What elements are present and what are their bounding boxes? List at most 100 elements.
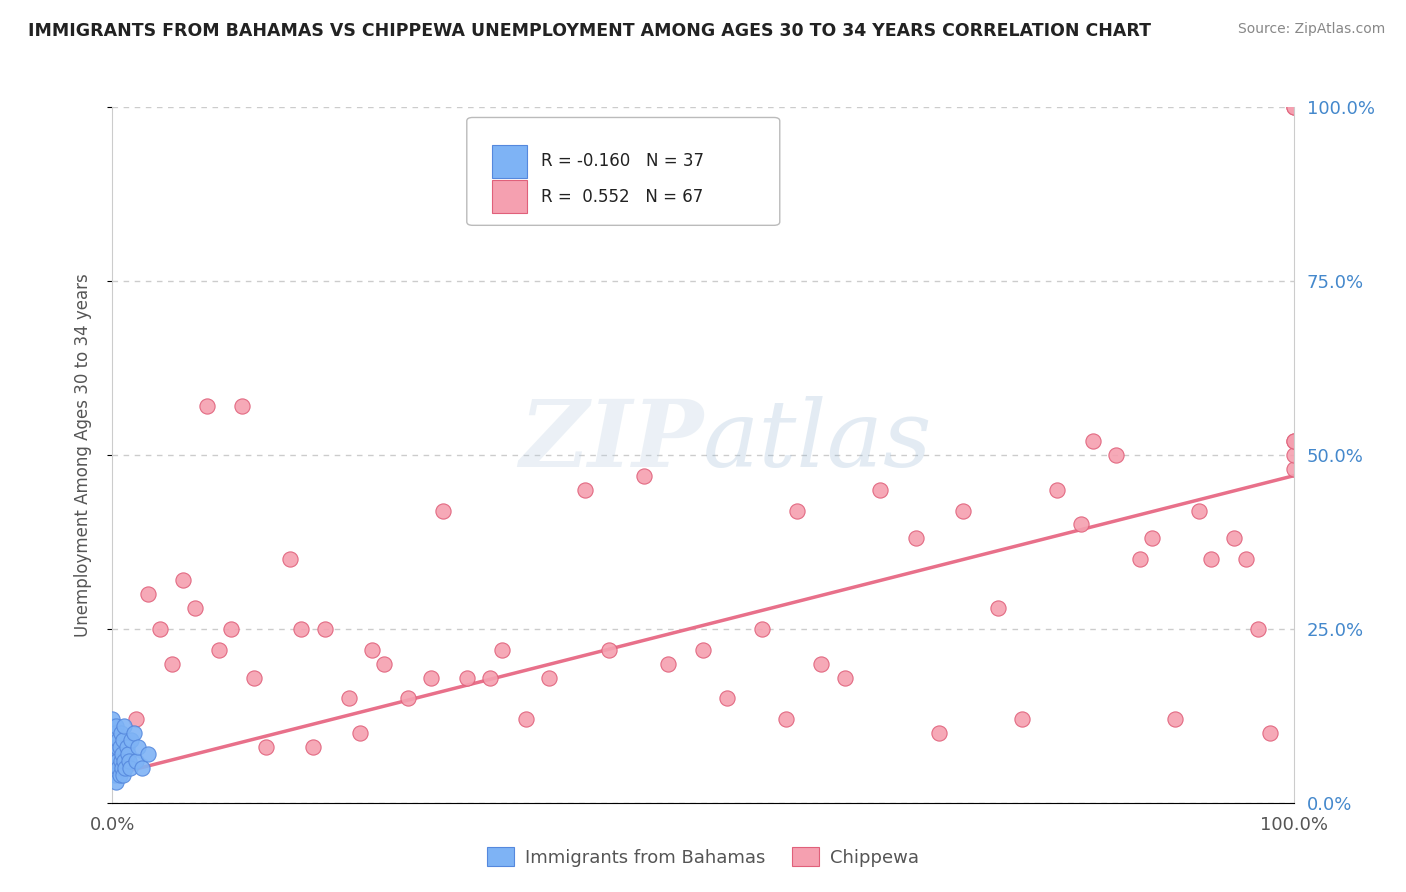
FancyBboxPatch shape xyxy=(492,180,527,213)
Point xyxy=(716,691,738,706)
Point xyxy=(1223,532,1246,546)
Point xyxy=(112,733,135,747)
Point xyxy=(810,657,832,671)
Point xyxy=(1188,503,1211,517)
Point xyxy=(633,468,655,483)
Point xyxy=(136,587,159,601)
Point xyxy=(479,671,502,685)
Point xyxy=(491,642,513,657)
Point xyxy=(928,726,950,740)
Point xyxy=(107,733,129,747)
FancyBboxPatch shape xyxy=(467,118,780,226)
Point xyxy=(373,657,395,671)
Point xyxy=(1164,712,1187,726)
Point xyxy=(195,399,218,413)
Point xyxy=(125,712,148,726)
Point xyxy=(112,768,135,782)
Point xyxy=(120,733,142,747)
Point xyxy=(114,761,136,775)
Y-axis label: Unemployment Among Ages 30 to 34 years: Unemployment Among Ages 30 to 34 years xyxy=(73,273,91,637)
Point xyxy=(574,483,596,497)
Point xyxy=(302,740,325,755)
Point xyxy=(149,622,172,636)
Point xyxy=(243,671,266,685)
Point xyxy=(112,719,135,733)
Point xyxy=(108,740,131,755)
Point xyxy=(987,601,1010,615)
Point xyxy=(1282,100,1305,114)
Legend: Immigrants from Bahamas, Chippewa: Immigrants from Bahamas, Chippewa xyxy=(479,840,927,874)
Point xyxy=(117,747,139,761)
Point xyxy=(1282,434,1305,448)
Point xyxy=(1282,462,1305,476)
Point xyxy=(1282,434,1305,448)
Point xyxy=(1070,517,1092,532)
Point xyxy=(254,740,277,755)
Point xyxy=(101,761,124,775)
Point xyxy=(1140,532,1163,546)
Point xyxy=(115,740,138,755)
Point xyxy=(122,726,145,740)
Point xyxy=(1081,434,1104,448)
Point xyxy=(131,761,153,775)
Point xyxy=(692,642,714,657)
Point xyxy=(104,726,127,740)
Point xyxy=(1199,552,1222,566)
Text: ZIP: ZIP xyxy=(519,396,703,486)
Point xyxy=(231,399,253,413)
Point xyxy=(515,712,537,726)
Point xyxy=(101,733,124,747)
Point xyxy=(786,503,808,517)
Point xyxy=(125,754,148,768)
Point xyxy=(136,747,159,761)
Point xyxy=(107,761,129,775)
Point xyxy=(952,503,974,517)
Point xyxy=(1282,100,1305,114)
Point xyxy=(118,754,141,768)
Point xyxy=(112,747,135,761)
Point xyxy=(1247,622,1270,636)
Point xyxy=(775,712,797,726)
Point xyxy=(105,775,128,789)
Point xyxy=(538,671,561,685)
Point xyxy=(361,642,384,657)
Point xyxy=(1258,726,1281,740)
Point xyxy=(172,573,194,587)
Point xyxy=(101,754,124,768)
Point xyxy=(120,761,142,775)
Point xyxy=(337,691,360,706)
Point xyxy=(869,483,891,497)
Point xyxy=(101,740,124,755)
Text: atlas: atlas xyxy=(703,396,932,486)
Point xyxy=(420,671,443,685)
Point xyxy=(1282,448,1305,462)
Point xyxy=(278,552,301,566)
Point xyxy=(657,657,679,671)
Point xyxy=(110,726,132,740)
Point xyxy=(184,601,207,615)
Point xyxy=(105,754,128,768)
Text: IMMIGRANTS FROM BAHAMAS VS CHIPPEWA UNEMPLOYMENT AMONG AGES 30 TO 34 YEARS CORRE: IMMIGRANTS FROM BAHAMAS VS CHIPPEWA UNEM… xyxy=(28,22,1152,40)
Point xyxy=(219,622,242,636)
Point xyxy=(834,671,856,685)
Point xyxy=(1105,448,1128,462)
Text: Source: ZipAtlas.com: Source: ZipAtlas.com xyxy=(1237,22,1385,37)
FancyBboxPatch shape xyxy=(492,145,527,178)
Point xyxy=(104,768,127,782)
Point xyxy=(1046,483,1069,497)
Point xyxy=(127,740,149,755)
Point xyxy=(290,622,312,636)
Point xyxy=(111,761,134,775)
Point xyxy=(396,691,419,706)
Point xyxy=(1234,552,1257,566)
Point xyxy=(598,642,620,657)
Point xyxy=(101,747,124,761)
Point xyxy=(1129,552,1152,566)
Point xyxy=(349,726,371,740)
Point xyxy=(160,657,183,671)
Text: R = -0.160   N = 37: R = -0.160 N = 37 xyxy=(541,153,704,170)
Point xyxy=(111,747,134,761)
Point xyxy=(101,761,124,775)
Point xyxy=(108,768,131,782)
Point xyxy=(101,726,124,740)
